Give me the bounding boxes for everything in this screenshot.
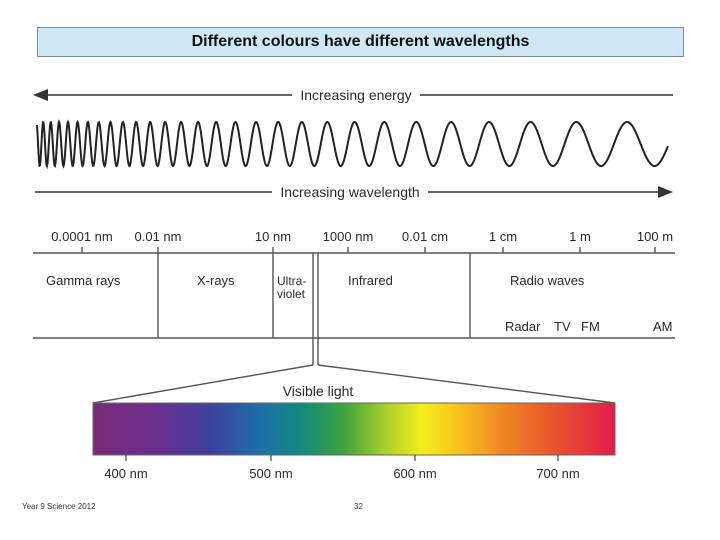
footer-page-number: 32 [354,502,363,511]
visible-tick-label: 400 nm [104,466,147,481]
scale-tick-label: 1000 nm [323,229,374,244]
visible-tick-label: 700 nm [536,466,579,481]
band-radar-label: Radar [505,319,541,334]
scale-tick-label: 10 nm [255,229,291,244]
visible-tick-label: 500 nm [249,466,292,481]
scale-tick-label: 1 m [569,229,591,244]
band-uv-label: Ultra- [277,274,306,288]
footer-course-label: Year 9 Science 2012 [22,502,96,511]
slide-title: Different colours have different wavelen… [37,27,684,57]
scale-tick-label: 100 m [637,229,673,244]
band-gamma-label: Gamma rays [46,273,121,288]
wave-line [36,119,669,170]
visible-spectrum-bar [92,402,616,456]
energy-arrow [33,89,673,101]
band-infrared-label: Infrared [348,273,393,288]
band-uv-label-2: violet [277,287,306,301]
scale-tick-label: 0.01 nm [135,229,182,244]
visible-zoom-lines [92,338,616,404]
band-fm-label: FM [581,319,600,334]
visible-light-label: Visible light [283,383,354,399]
wavelength-label: Increasing wavelength [280,184,419,200]
visible-tick-label: 600 nm [393,466,436,481]
visible-ticks [125,455,559,461]
band-am-label: AM [653,319,673,334]
energy-label: Increasing energy [300,87,411,103]
band-xrays-label: X-rays [197,273,235,288]
scale-tick-label: 1 cm [489,229,517,244]
spectrum-bands-box [33,247,675,339]
scale-tick-label: 0.0001 nm [51,229,112,244]
band-tv-label: TV [554,319,571,334]
wavelength-arrow [35,186,673,198]
scale-tick-label: 0.01 cm [402,229,448,244]
band-radio-label: Radio waves [510,273,585,288]
